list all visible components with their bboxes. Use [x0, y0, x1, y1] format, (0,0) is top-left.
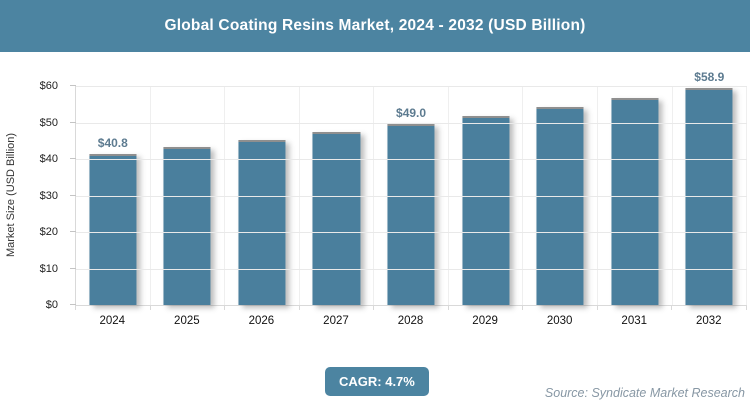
x-axis-label-2030: 2030	[546, 315, 573, 327]
x-axis-label-2028: 2028	[397, 315, 424, 327]
x-axis-tick-mark	[224, 305, 226, 310]
chart-area: Market Size (USD Billion) $0 $10 $20 $30 $40…	[0, 52, 750, 342]
y-axis-tick-mark	[70, 121, 76, 123]
y-tick-label: $20	[39, 226, 58, 239]
bar-slot-2030	[523, 86, 598, 305]
bar-2032	[685, 88, 733, 305]
y-axis-tick-mark	[70, 304, 76, 305]
bar-2030	[536, 107, 584, 305]
x-axis-tick-mark	[746, 305, 747, 310]
bar-2027	[312, 132, 361, 305]
bar-slot-2031	[598, 86, 673, 305]
bar-2028	[387, 124, 435, 305]
x-axis-label-2032: 2032	[695, 315, 722, 327]
bar-2024	[89, 154, 137, 305]
bar-2031	[611, 97, 659, 305]
horizontal-gridline	[76, 122, 747, 124]
x-axis-labels: 2024 2025 2026 2027 2028 2029 2030 2031 2032	[75, 315, 746, 327]
y-axis-ticks: $0 $10 $20 $30 $40 $50 $60	[0, 80, 68, 311]
horizontal-gridline	[76, 195, 747, 197]
horizontal-gridline	[76, 159, 747, 161]
x-axis-tick-mark	[298, 305, 300, 310]
x-axis-label-2025: 2025	[174, 315, 200, 327]
x-axis-label-2026: 2026	[248, 315, 275, 327]
x-axis-tick-mark	[596, 305, 598, 310]
y-tick-label: $10	[39, 262, 58, 275]
horizontal-gridline	[76, 232, 747, 234]
cagr-badge: CAGR: 4.7%	[325, 367, 429, 396]
plot-area: $40.8 $49.0 $58.9	[70, 70, 748, 310]
x-axis-label-2029: 2029	[472, 315, 498, 327]
bar-2029	[462, 115, 510, 305]
bar-series: $40.8 $49.0 $58.9	[76, 70, 748, 305]
y-axis-tick-mark	[70, 194, 76, 196]
bar-slot-2024: $40.8	[76, 86, 151, 305]
y-tick-label: $60	[39, 80, 58, 92]
y-tick-label: $50	[39, 116, 58, 129]
data-label-2024: $40.8	[97, 136, 128, 151]
y-axis-tick-mark	[70, 267, 76, 269]
horizontal-gridline	[76, 268, 747, 270]
y-tick-label: $0	[45, 299, 58, 311]
x-axis-tick-mark	[671, 305, 673, 310]
x-axis-tick-mark	[447, 305, 449, 310]
data-label-2032: $58.9	[694, 70, 725, 85]
x-axis-tick-mark	[522, 305, 524, 310]
x-axis-label-2027: 2027	[323, 315, 349, 327]
x-axis-tick-mark	[75, 305, 76, 310]
chart-title: Global Coating Resins Market, 2024 - 203…	[164, 17, 586, 34]
y-axis-tick-mark	[70, 158, 76, 160]
bar-2025	[163, 147, 211, 305]
x-axis-label-2024: 2024	[99, 315, 126, 327]
y-tick-label: $40	[39, 153, 58, 166]
horizontal-gridline	[76, 86, 747, 87]
x-axis-tick-mark	[149, 305, 151, 310]
source-attribution: Source: Syndicate Market Research	[544, 386, 745, 400]
y-axis-tick-mark	[70, 85, 76, 86]
chart-title-bar: Global Coating Resins Market, 2024 - 203…	[0, 0, 750, 52]
y-axis-tick-mark	[70, 231, 76, 233]
y-tick-label: $30	[39, 189, 58, 202]
bar-slot-2026	[225, 86, 300, 305]
data-label-2028: $49.0	[396, 106, 427, 121]
x-axis-label-2031: 2031	[621, 315, 648, 327]
bar-2026	[238, 139, 286, 305]
x-axis-tick-mark	[373, 305, 375, 310]
